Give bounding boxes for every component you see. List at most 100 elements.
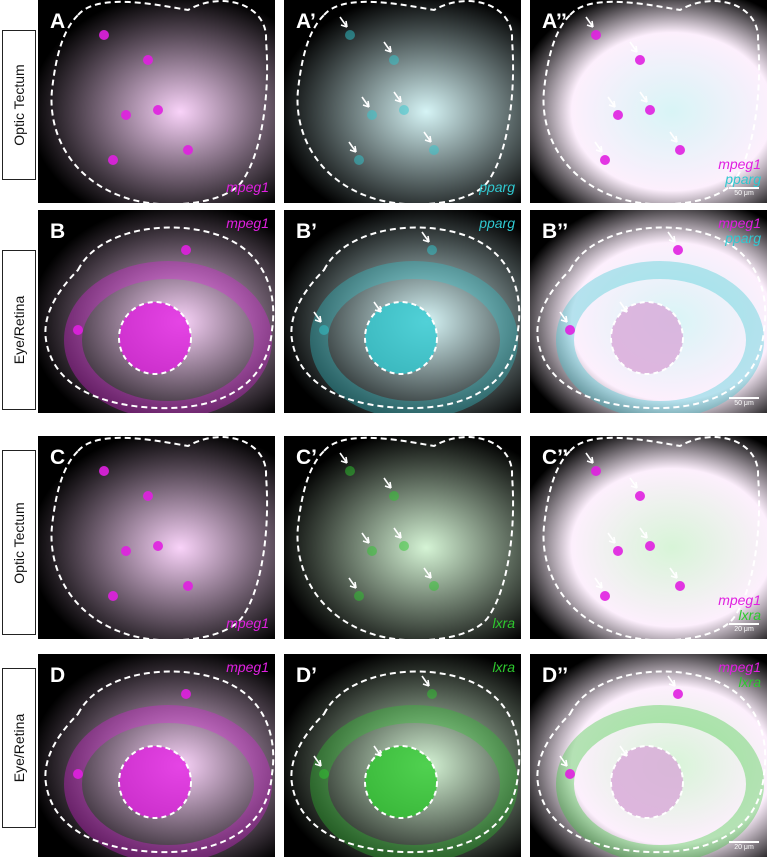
cell-marker — [153, 105, 163, 115]
arrow-icon — [423, 567, 432, 579]
tissue-outline — [296, 0, 515, 203]
micrograph-drawing — [536, 226, 767, 413]
channel-name-mpeg1: mpeg1 — [226, 659, 269, 675]
arrow-icon — [667, 231, 676, 243]
arrow-icon — [313, 311, 322, 323]
micrograph-drawing — [44, 670, 275, 857]
row-label-optic-tectum-1: Optic Tectum — [2, 30, 36, 180]
scale-bar-text: 50 μm — [734, 190, 754, 197]
panel-letter: A — [50, 10, 66, 33]
cell-marker — [345, 30, 355, 40]
micrograph-drawing — [542, 0, 761, 203]
tissue-outline — [50, 436, 269, 639]
channel-label: mpeg1 — [226, 216, 269, 231]
row-label-text: Optic Tectum — [11, 501, 27, 584]
cell-marker — [613, 110, 623, 120]
panel-letter: B — [50, 220, 66, 243]
cell-marker — [635, 55, 645, 65]
arrow-icon — [639, 527, 648, 539]
arrow-icon — [421, 231, 430, 243]
panel-letter: C — [50, 446, 66, 469]
cell-marker — [675, 581, 685, 591]
channel-name-mpeg1: mpeg1 — [226, 179, 269, 195]
channel-name-mpeg1: mpeg1 — [718, 659, 761, 675]
row-label-eye-retina-2: Eye/Retina — [2, 668, 36, 828]
tissue-outline — [542, 0, 761, 203]
retina-layer — [64, 261, 272, 413]
scale-bar: 20 μm — [729, 841, 759, 851]
cell-marker — [673, 689, 683, 699]
cell-marker — [427, 245, 437, 255]
cell-marker — [354, 591, 364, 601]
lens-outline — [610, 745, 684, 819]
channel-name-lxra: lxra — [492, 615, 515, 631]
panel-ap: A’ pparg — [284, 0, 521, 203]
panel-letter: B’ — [296, 220, 317, 243]
cell-marker — [429, 581, 439, 591]
micrograph-drawing — [296, 436, 515, 639]
arrow-icon — [607, 532, 616, 544]
channel-label: pparg — [479, 180, 515, 195]
cell-marker — [181, 689, 191, 699]
cell-marker — [600, 591, 610, 601]
arrow-icon — [585, 452, 594, 464]
arrow-icon — [383, 41, 392, 53]
channel-name-lxra: lxra — [492, 659, 515, 675]
scale-bar: 50 μm — [729, 187, 759, 197]
panel-cpp: C’’ mpeg1 lxra 20 μm — [530, 436, 767, 639]
tissue-outline — [290, 226, 521, 410]
arrow-icon — [594, 577, 603, 589]
arrow-icon — [361, 96, 370, 108]
arrow-icon — [607, 96, 616, 108]
lens-outline — [610, 301, 684, 375]
channel-label: mpeg1 — [226, 660, 269, 675]
arrow-icon — [667, 675, 676, 687]
cell-marker — [565, 769, 575, 779]
cell-marker — [367, 546, 377, 556]
panel-letter: A’ — [296, 10, 316, 33]
channel-name-lxra: lxra — [738, 607, 761, 623]
micrograph-drawing — [50, 0, 269, 203]
cell-marker — [389, 491, 399, 501]
micrograph-drawing — [290, 670, 521, 857]
channel-name-mpeg1: mpeg1 — [718, 215, 761, 231]
scale-bar: 20 μm — [729, 623, 759, 633]
micrograph-drawing — [44, 226, 275, 413]
cell-marker — [73, 325, 83, 335]
arrow-icon — [339, 452, 348, 464]
panel-letter: C’’ — [542, 446, 569, 469]
cell-marker — [354, 155, 364, 165]
panel-letter: C’ — [296, 446, 317, 469]
cell-marker — [121, 110, 131, 120]
cell-marker — [591, 30, 601, 40]
tissue-outline — [44, 226, 275, 410]
tissue-outline — [296, 436, 515, 639]
scale-bar-text: 50 μm — [734, 400, 754, 407]
cell-marker — [108, 591, 118, 601]
panel-bp: B’ pparg — [284, 210, 521, 413]
cell-marker — [389, 55, 399, 65]
arrow-icon — [559, 755, 568, 767]
cell-marker — [591, 466, 601, 476]
micrograph-drawing — [290, 226, 521, 413]
arrow-icon — [339, 16, 348, 28]
arrow-icon — [361, 532, 370, 544]
cell-marker — [319, 769, 329, 779]
lens-outline — [364, 301, 438, 375]
micrograph-drawing — [536, 670, 767, 857]
tissue-outline — [536, 226, 767, 410]
arrow-icon — [348, 141, 357, 153]
arrow-icon — [619, 301, 628, 313]
retina-layer — [64, 705, 272, 857]
cell-marker — [427, 689, 437, 699]
row-label-optic-tectum-2: Optic Tectum — [2, 450, 36, 635]
cell-marker — [108, 155, 118, 165]
channel-label: mpeg1 pparg — [718, 157, 761, 187]
arrow-icon — [559, 311, 568, 323]
cell-marker — [345, 466, 355, 476]
cell-marker — [645, 105, 655, 115]
cell-marker — [99, 30, 109, 40]
cell-marker — [121, 546, 131, 556]
